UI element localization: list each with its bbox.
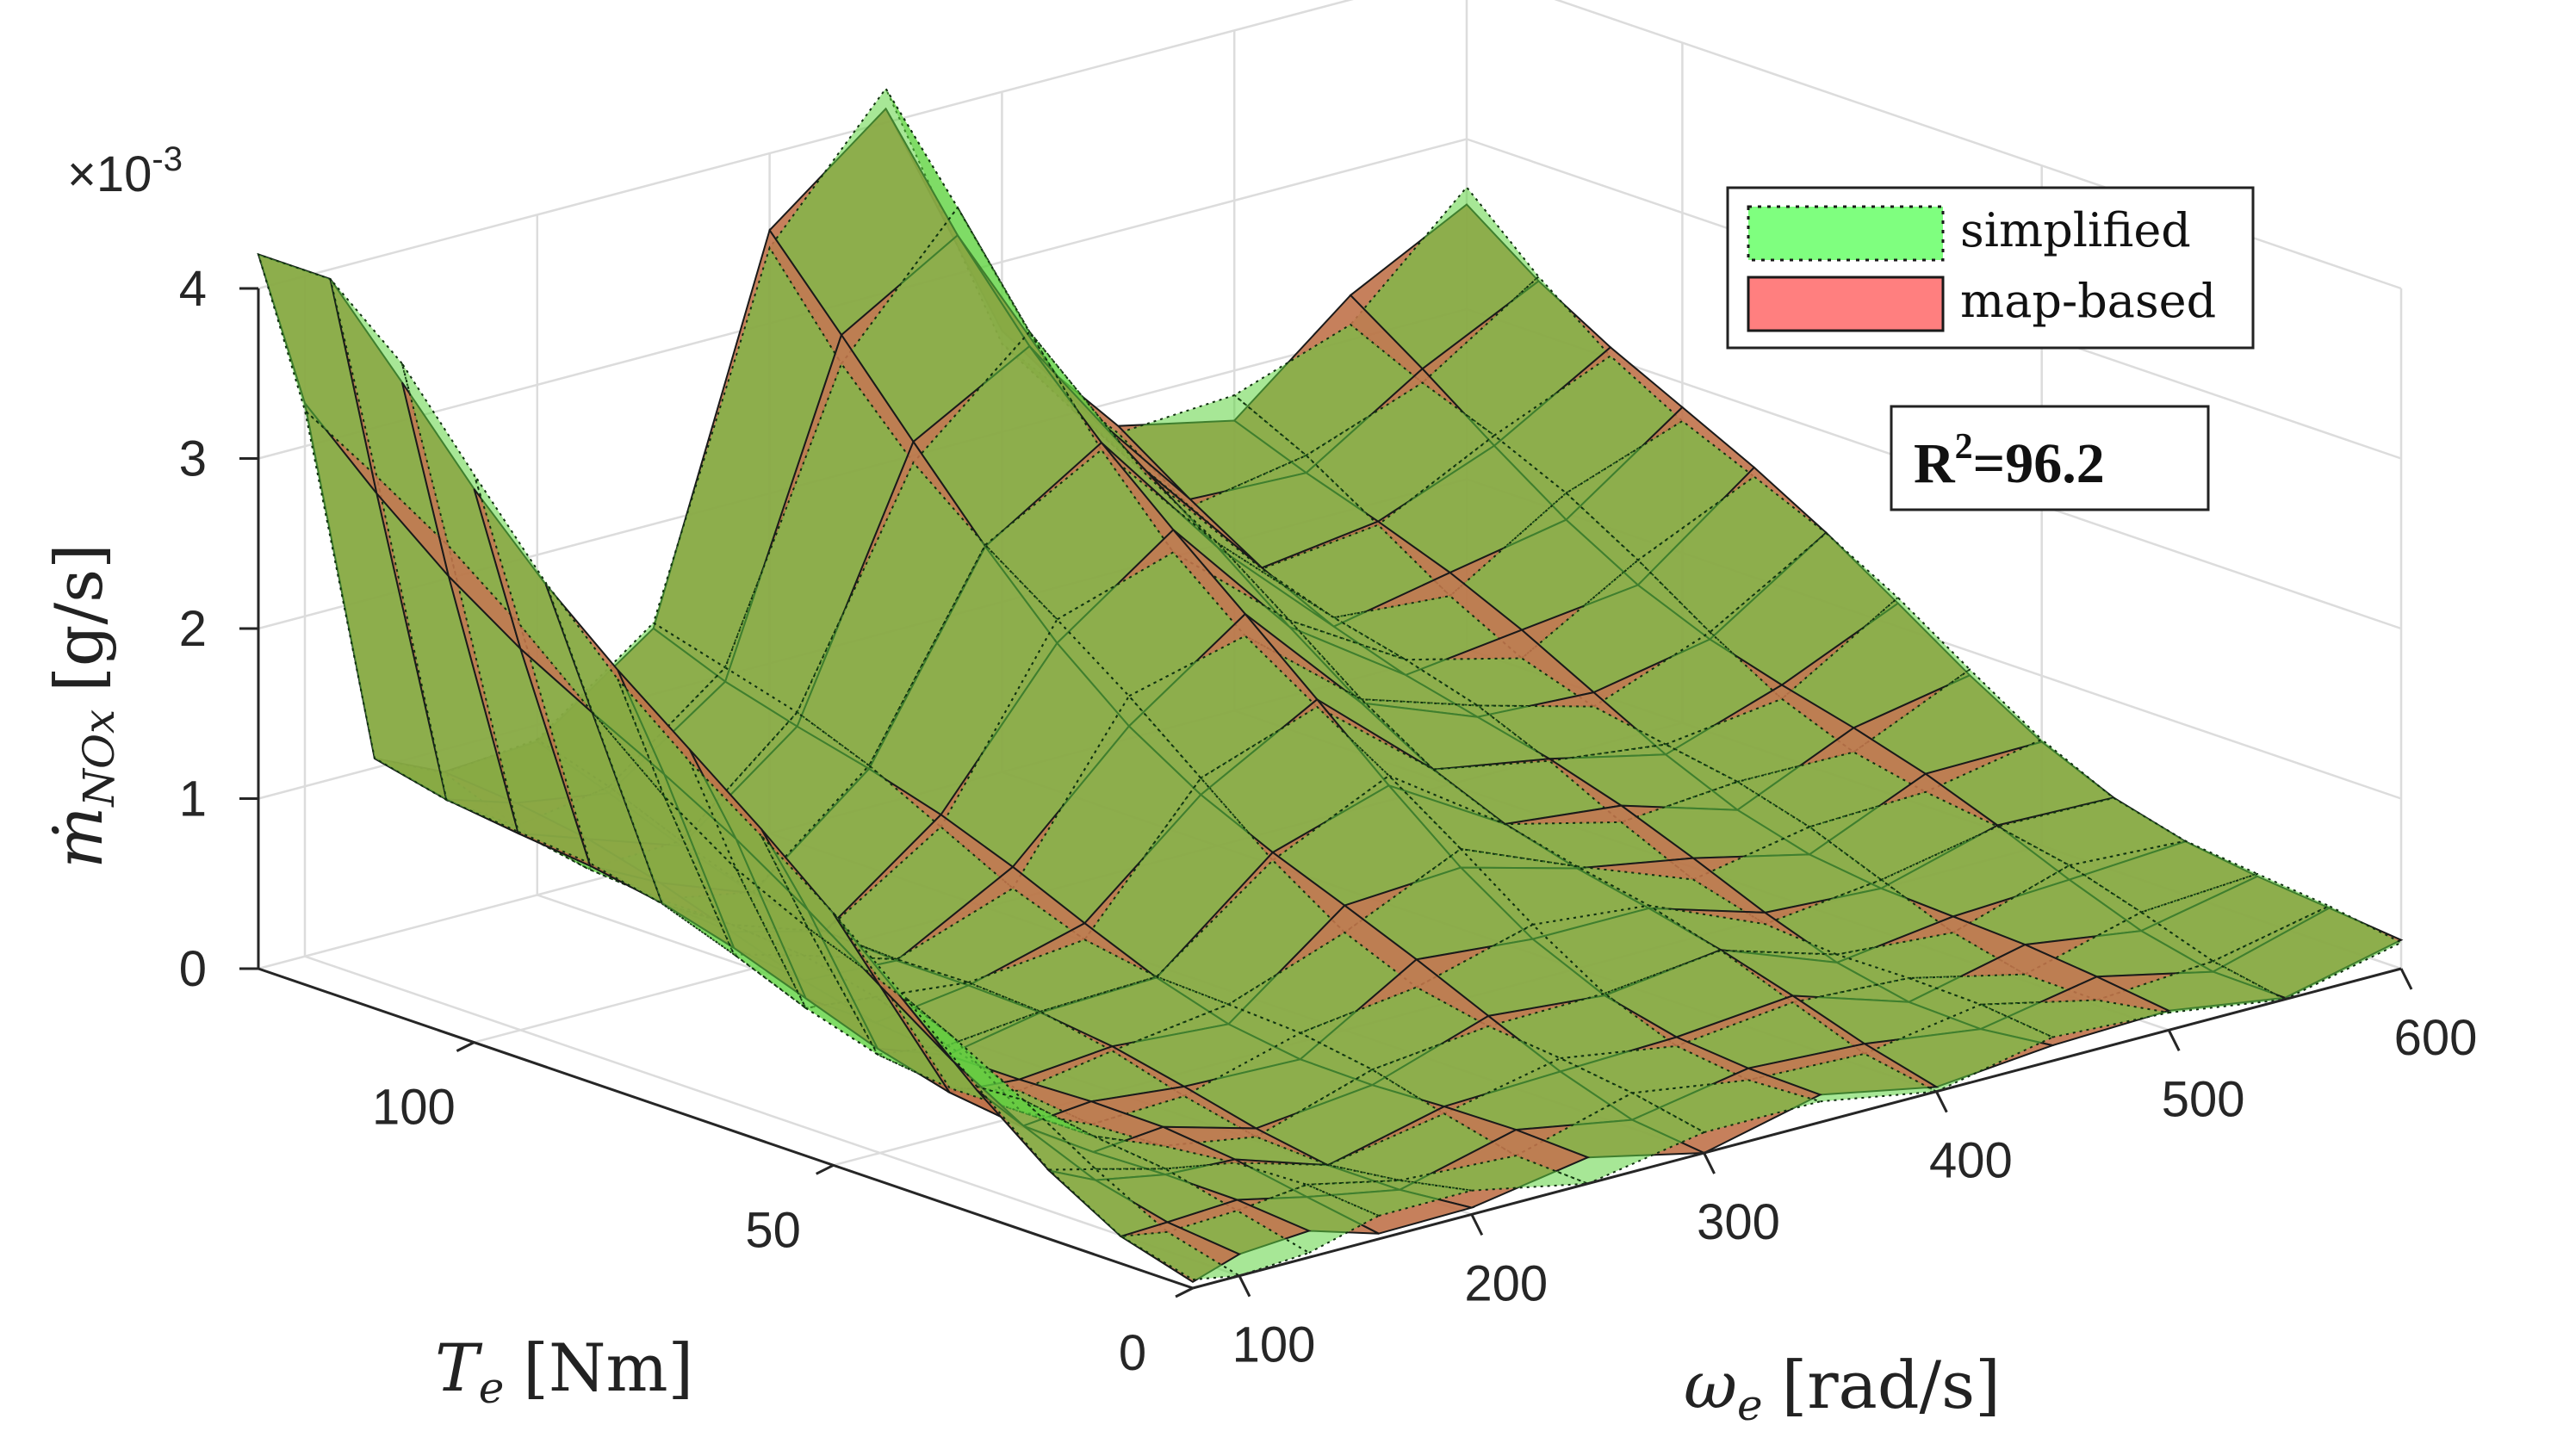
x-axis-label: ωe [rad/s] [1684,1347,2001,1430]
surface-simplified-patch [1046,1168,1170,1237]
grid-z-4 [258,0,2402,290]
y-axis-line [258,967,1194,1290]
surface-simplified-patch [1980,999,2169,1038]
surface-simplified-patch [1717,949,1913,1004]
z-tick-label: 0 [179,941,207,997]
y-tick [1175,1286,1194,1298]
surface-simplified-patch [1564,419,1756,561]
y-tick [456,1041,475,1052]
surface-simplified-patch [904,996,1025,1101]
surface-simplified-patch [1028,331,1219,544]
legend-swatch-simplified [1747,205,1945,262]
r2-annotation: R2=96.2 [1890,405,2210,511]
surface-simplified-patch [912,330,1103,547]
surface-simplified-patch [1093,1135,1236,1170]
surface-simplified-patch [1163,1136,1329,1166]
surface-simplified-patch [796,461,987,767]
x-tick [1703,1152,1716,1174]
surface-simplified-patch [760,835,881,982]
y-tick-label: 50 [745,1202,801,1258]
surface-simplified-patch [1400,1155,1589,1192]
x-tick-label: 600 [2394,1010,2478,1066]
x-tick-label: 500 [2162,1071,2245,1127]
surface-simplified-patch [1118,1230,1243,1281]
y-axis-label: Te [Nm] [435,1329,693,1413]
surface-simplified-patch [974,1085,1098,1171]
surface-simplified-patch [2067,840,2260,914]
x-tick-label: 100 [1232,1317,1316,1373]
surface-simplified-patch [591,711,736,957]
surface-simplified-patch [840,206,1031,464]
exponent-power: -3 [152,140,183,178]
y-tick [816,1163,835,1175]
surface-simplified-patch [1305,381,1496,526]
surface-simplified-patch [257,252,379,480]
x-tick [2167,1029,2181,1052]
legend: simplified map-based [1726,186,2255,350]
surface-simplified-patch [832,912,953,1037]
axes [239,287,2413,1298]
surface-simplified-patch [1286,618,1481,707]
r2-box [1890,405,2210,511]
surface-simplified-patch [1083,777,1275,978]
x-tick [1470,1213,1484,1236]
surface-simplified-patch [1995,796,2188,867]
x-tick-label: 200 [1464,1255,1548,1311]
x-axis-line [1192,967,2402,1290]
x-tick [1935,1091,1948,1113]
z-tick-label: 2 [179,601,207,657]
x-tick [1238,1275,1251,1298]
surface-simplified-patch [940,617,1131,890]
surface-simplified-patch [1165,1209,1312,1277]
z-axis-label: ṁNOx[g/s] [40,543,124,869]
legend-swatch-map-based [1747,276,1945,332]
legend-label-map-based: map-based [1960,274,2216,328]
legend-label-simplified: simplified [1960,203,2191,257]
surfaces [257,87,2404,1283]
surface-simplified-patch [1648,904,1838,956]
z-tick-label: 1 [179,771,207,827]
surface-simplified-patch [1235,1183,1381,1255]
r2-text: R2=96.2 [1914,427,2105,495]
surface-simplified-patch [735,868,878,1056]
surface-simplified-patch [807,926,953,1090]
surface-simplified-patch [1199,705,1391,862]
grid-x-100 [303,276,1240,1277]
tick-labels: 100 200 300 400 500 600 0 50 100 0 1 2 3 4 [179,261,2478,1381]
surface-simplified-patch [768,87,959,366]
z-tick-label: 3 [179,431,207,487]
exponent-label: ×10-3 [67,140,183,202]
x-tick [2399,968,2413,990]
surface-simplified-patch [1370,1025,1563,1115]
surface-simplified-patch [375,474,520,833]
x-tick-label: 400 [1929,1133,2013,1189]
z-tick-label: 4 [179,261,207,317]
surface-simplified-patch [1636,475,1828,634]
surface-simplified-patch [894,887,1087,984]
surface-simplified-patch [872,982,1043,1047]
x-tick-label: 300 [1697,1194,1780,1250]
surface-simplified-patch [1182,1032,1375,1138]
surface-simplified-patch [1022,1099,1166,1170]
surface-simplified-patch [1307,1179,1473,1217]
y-tick-label: 0 [1119,1325,1146,1381]
y-tick-label: 100 [372,1080,456,1136]
surface-simplified-patch [688,760,810,929]
